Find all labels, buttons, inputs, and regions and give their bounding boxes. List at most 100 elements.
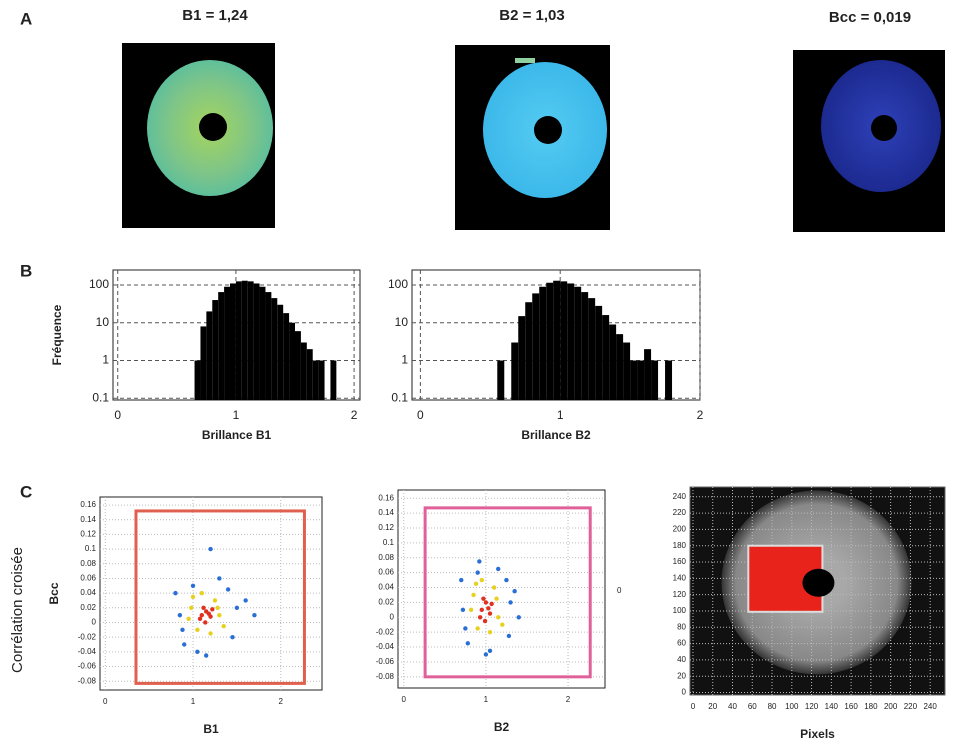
selection-box bbox=[423, 506, 592, 679]
point bbox=[180, 627, 185, 633]
bar bbox=[574, 286, 582, 400]
image-b1 bbox=[122, 43, 275, 228]
point bbox=[460, 607, 466, 613]
bar bbox=[623, 342, 631, 400]
point bbox=[473, 581, 479, 586]
bar bbox=[609, 324, 617, 400]
y-tick-label: 10 bbox=[96, 315, 110, 329]
point bbox=[494, 596, 499, 601]
point bbox=[487, 611, 493, 616]
y-tick-label: 0.12 bbox=[378, 523, 394, 532]
y-tick-label: 1 bbox=[401, 353, 408, 367]
bar bbox=[306, 349, 313, 400]
y-tick-label: 0.02 bbox=[80, 603, 96, 612]
x-tick-label: 1 bbox=[233, 408, 240, 422]
image-title: B1 = 1,24 bbox=[182, 7, 248, 24]
point bbox=[471, 592, 476, 598]
x-tick-label: 2 bbox=[351, 408, 358, 422]
point bbox=[506, 633, 512, 639]
y-tick-label: 0.12 bbox=[80, 530, 96, 539]
x-axis-label: Pixels bbox=[800, 727, 835, 741]
point bbox=[483, 652, 489, 657]
chart: 0 20 40 60 80 100 120 140 160 180 200 220 240 0 20 40 60… bbox=[673, 486, 946, 741]
bar bbox=[241, 280, 248, 400]
bar bbox=[546, 282, 554, 400]
y-tick-label: 160 bbox=[673, 557, 687, 566]
point bbox=[189, 605, 194, 611]
y-tick-label: 240 bbox=[673, 492, 687, 501]
y-tick-label: -0.04 bbox=[78, 647, 97, 656]
bar bbox=[532, 293, 540, 400]
bar bbox=[194, 360, 201, 400]
bar bbox=[553, 280, 561, 400]
x-axis-label: Brillance B1 bbox=[202, 428, 272, 442]
point bbox=[487, 648, 493, 653]
x-axis-label: B2 bbox=[494, 720, 510, 734]
point bbox=[182, 642, 187, 647]
x-tick-label: 0 bbox=[402, 695, 407, 704]
point bbox=[201, 605, 206, 611]
x-tick-label: 0 bbox=[114, 408, 121, 422]
x-tick-label: 60 bbox=[748, 702, 757, 711]
point bbox=[217, 576, 222, 581]
y-tick-label: -0.06 bbox=[376, 657, 395, 666]
side-label: Corrélation croisée bbox=[9, 547, 26, 673]
point bbox=[203, 653, 209, 658]
y-tick-label: 180 bbox=[673, 541, 687, 550]
y-axis-label: Fréquence bbox=[50, 304, 64, 365]
point bbox=[210, 607, 215, 612]
bar bbox=[539, 286, 547, 400]
bar bbox=[616, 334, 624, 400]
x-tick-label: 200 bbox=[884, 702, 898, 711]
point bbox=[496, 566, 501, 572]
y-tick-label: 0.08 bbox=[378, 553, 394, 562]
y-tick-label: 0.1 bbox=[92, 390, 109, 404]
chart: 0.16 0.14 0.12 0.1 0.08 0.06 0.04 0.02 0 -0.02 -0.… bbox=[376, 489, 622, 734]
point bbox=[177, 612, 183, 618]
bar bbox=[630, 360, 638, 400]
y-tick-label: -0.04 bbox=[376, 642, 395, 651]
image-bcc bbox=[793, 50, 945, 232]
annotation: 0 bbox=[617, 586, 622, 595]
bar bbox=[206, 311, 213, 400]
point bbox=[234, 605, 240, 611]
bar bbox=[567, 283, 575, 400]
x-axis-label: Brillance B2 bbox=[521, 428, 591, 442]
image-title: Bcc = 0,019 bbox=[829, 9, 911, 26]
bar bbox=[318, 360, 325, 400]
image-title: B2 = 1,03 bbox=[499, 7, 564, 24]
point bbox=[491, 585, 497, 590]
x-tick-label: 0 bbox=[417, 408, 424, 422]
chart: 0.1 1 10 100 0 1 2 Brillance B2 bbox=[388, 269, 704, 442]
x-tick-label: 80 bbox=[768, 702, 777, 711]
point bbox=[487, 629, 493, 635]
bar bbox=[230, 283, 236, 400]
point bbox=[173, 590, 178, 596]
point bbox=[465, 641, 471, 646]
x-tick-label: 2 bbox=[697, 408, 704, 422]
y-tick-label: 0.16 bbox=[378, 493, 394, 502]
point bbox=[190, 583, 196, 588]
y-tick-label: 0.02 bbox=[378, 598, 394, 607]
y-tick-label: -0.08 bbox=[376, 672, 395, 681]
point bbox=[190, 594, 196, 600]
bar bbox=[588, 298, 596, 400]
x-tick-label: 100 bbox=[785, 702, 799, 711]
x-tick-label: 2 bbox=[566, 695, 571, 704]
point bbox=[477, 615, 483, 620]
point bbox=[186, 616, 191, 622]
bar bbox=[295, 331, 301, 400]
x-tick-label: 40 bbox=[728, 702, 737, 711]
image-b2 bbox=[455, 45, 610, 230]
point bbox=[482, 618, 488, 624]
y-tick-label: 80 bbox=[677, 622, 686, 631]
x-tick-label: 0 bbox=[691, 702, 696, 711]
point bbox=[504, 577, 509, 583]
bar bbox=[271, 298, 278, 400]
x-tick-label: 1 bbox=[557, 408, 564, 422]
x-tick-label: 1 bbox=[191, 697, 196, 706]
y-tick-label: 0.04 bbox=[378, 583, 394, 592]
bar bbox=[300, 342, 307, 400]
point bbox=[215, 605, 220, 611]
plot-area bbox=[397, 489, 606, 689]
